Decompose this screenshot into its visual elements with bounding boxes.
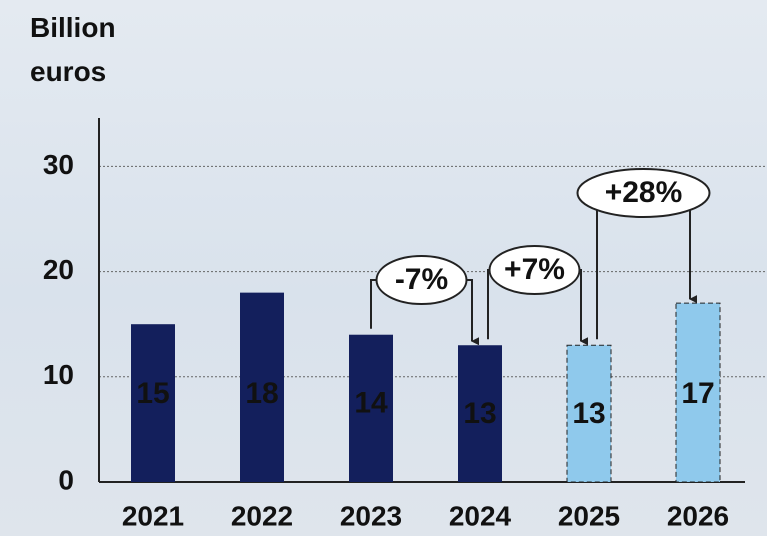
value-label: 14 bbox=[354, 387, 388, 420]
x-tick-label: 2022 bbox=[231, 500, 293, 531]
bar bbox=[240, 292, 284, 482]
y-tick-label: 10 bbox=[43, 359, 74, 390]
annotation-connector bbox=[581, 192, 598, 340]
bar bbox=[566, 344, 612, 483]
annotation-label: -7% bbox=[395, 263, 448, 296]
annotation-label: +7% bbox=[504, 253, 565, 286]
annotation-bubble bbox=[488, 245, 581, 295]
value-label: 18 bbox=[245, 377, 278, 410]
x-tick-label: 2023 bbox=[340, 500, 402, 531]
value-label: 17 bbox=[681, 377, 714, 410]
x-tick-label: 2021 bbox=[122, 500, 184, 531]
annotation-bubble bbox=[375, 255, 468, 305]
value-label: 13 bbox=[572, 397, 605, 430]
bar bbox=[458, 345, 502, 482]
annotation-arrow bbox=[575, 269, 588, 346]
bar bbox=[131, 324, 175, 482]
x-tick-label: 2026 bbox=[667, 500, 729, 531]
y-tick-label: 20 bbox=[43, 254, 74, 285]
bar bbox=[675, 302, 721, 483]
y-axis-title: Billion euros bbox=[30, 12, 116, 87]
annotation-bubble bbox=[576, 168, 711, 218]
annotation-label: +28% bbox=[605, 176, 683, 209]
y-tick-label: 30 bbox=[43, 149, 74, 180]
value-label: 13 bbox=[463, 397, 496, 430]
value-label: 15 bbox=[136, 377, 169, 410]
x-tick-label: 2024 bbox=[449, 500, 512, 531]
bar bbox=[349, 334, 393, 482]
x-tick-label: 2025 bbox=[558, 500, 620, 531]
y-tick-label: 0 bbox=[58, 464, 74, 495]
